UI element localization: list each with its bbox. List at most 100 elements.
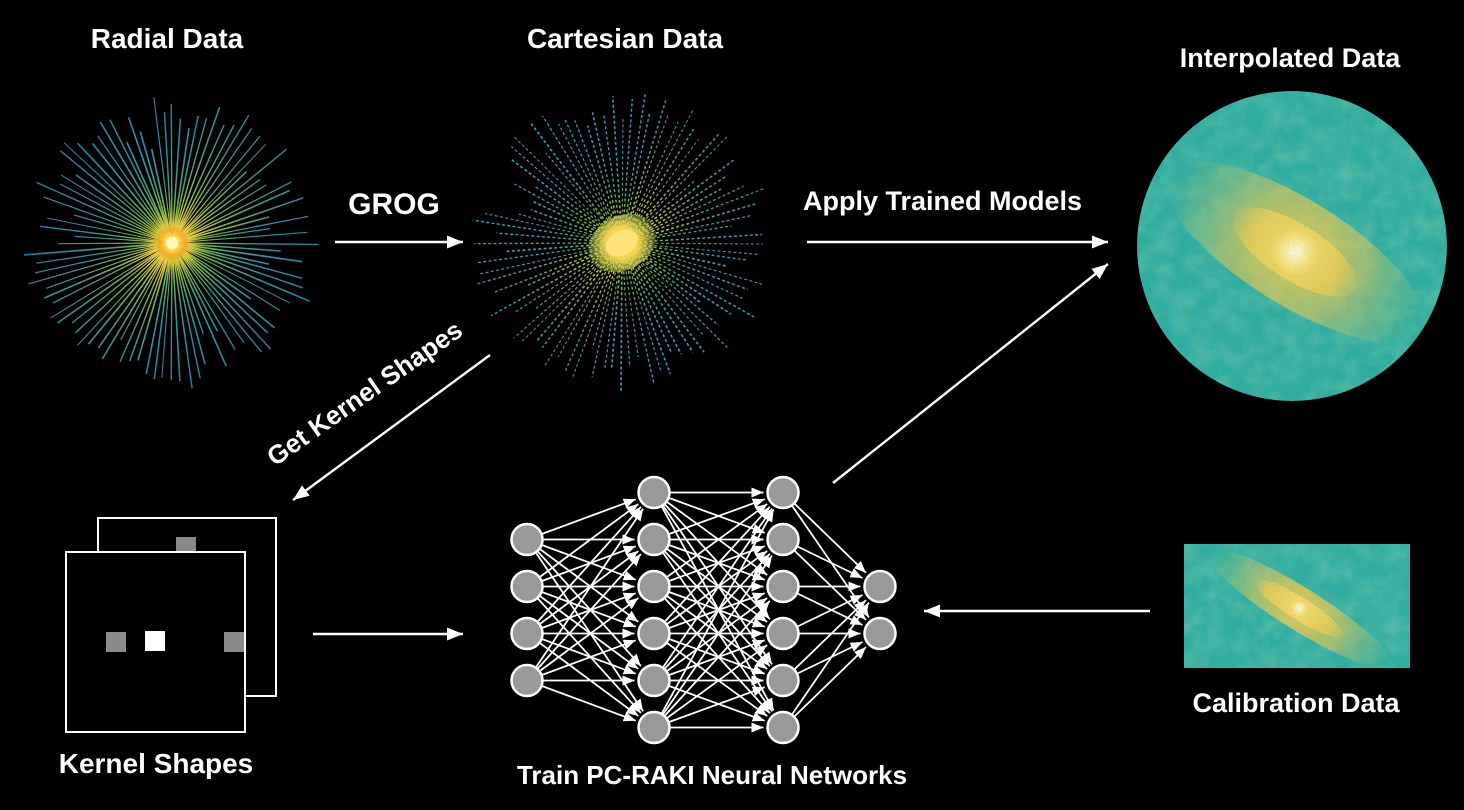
nn-connection — [526, 498, 637, 541]
nn-node-layer3 — [766, 522, 800, 557]
k-space-ray — [97, 252, 166, 349]
nn-node-layer3 — [766, 569, 800, 604]
k-space-ray — [514, 249, 612, 313]
nn-connection — [782, 641, 863, 682]
k-space-ray — [153, 252, 172, 380]
cartesian-data-title: Cartesian Data — [526, 23, 724, 54]
nn-connection — [653, 508, 773, 682]
nn-node-layer2 — [637, 616, 671, 651]
nn-connection — [526, 585, 637, 628]
nn-node-layer3 — [766, 663, 800, 698]
nn-connection — [653, 555, 773, 729]
nn-connection — [526, 508, 644, 682]
k-space-ray — [630, 251, 728, 349]
nn-node-layer4 — [863, 569, 897, 604]
k-space-ray — [620, 255, 623, 393]
k-space-ray — [629, 248, 720, 326]
k-space-ray — [63, 142, 169, 240]
k-space-ray — [172, 249, 193, 389]
nn-connection — [653, 550, 768, 635]
nn-node-layer2 — [637, 569, 671, 604]
nn-connection — [653, 585, 771, 714]
nn-connection — [653, 592, 766, 635]
nn-connection — [526, 538, 644, 712]
nn-connection — [653, 492, 775, 711]
nn-connection — [782, 538, 867, 621]
kernel-shapes-front-square — [65, 551, 246, 733]
k-space-ray — [58, 242, 166, 245]
nn-node-layer1 — [510, 616, 544, 651]
k-space-ray — [177, 246, 252, 300]
k-space-ray — [542, 115, 620, 239]
k-space-ray — [91, 142, 169, 239]
center-blob-core — [605, 229, 639, 257]
k-space-ray — [99, 121, 171, 240]
nn-node-layer3 — [766, 710, 800, 745]
k-space-ray — [513, 136, 619, 241]
k-space-ray — [623, 98, 668, 236]
k-space-ray — [163, 112, 173, 232]
k-space-ray — [119, 248, 171, 362]
k-space-ray — [625, 121, 679, 235]
k-space-ray — [510, 158, 617, 239]
apply-trained-models-label: Apply Trained Models — [802, 186, 1083, 216]
k-space-ray — [626, 245, 732, 315]
k-space-ray — [178, 196, 304, 242]
nn-connection — [653, 538, 771, 667]
k-space-ray — [626, 248, 705, 337]
nn-connection — [653, 639, 766, 682]
nn-node-layer2 — [637, 663, 671, 698]
k-space-ray — [604, 249, 622, 368]
k-space-ray — [73, 214, 165, 242]
k-space-ray — [171, 247, 181, 382]
k-space-ray — [128, 252, 170, 362]
k-space-ray — [176, 189, 290, 242]
nn-connection — [782, 594, 863, 635]
k-space-ray — [182, 231, 308, 243]
nn-connection — [526, 506, 642, 635]
k-space-ray — [177, 216, 270, 243]
k-space-ray — [623, 109, 694, 240]
k-space-ray — [623, 112, 651, 232]
nn-connection — [526, 679, 637, 722]
k-space-ray — [181, 244, 270, 265]
nn-connection — [782, 585, 863, 626]
k-space-ray — [126, 141, 168, 233]
interpolated-data-title: Interpolated Data — [1179, 43, 1401, 73]
k-space-ray — [173, 254, 201, 379]
nn-connection — [653, 491, 766, 534]
train-pcraki-label: Train PC-RAKI Neural Networks — [516, 760, 908, 790]
calibration-data-image — [1184, 544, 1410, 668]
k-space-ray — [625, 250, 682, 355]
k-space-ray — [182, 243, 281, 252]
nn-node-layer1 — [510, 663, 544, 698]
nn-connection — [526, 553, 642, 682]
nn-node-layer4 — [863, 616, 897, 651]
center-blob-core — [166, 237, 178, 249]
k-space-ray — [139, 131, 171, 237]
k-space-ray — [530, 209, 613, 241]
kernel-shapes-label: Kernel Shapes — [58, 748, 254, 779]
k-space-ray — [175, 246, 262, 353]
nn-connection — [653, 585, 768, 670]
nn-connection — [526, 585, 642, 714]
k-space-ray — [177, 143, 267, 238]
nn-connection — [526, 538, 639, 623]
k-space-ray — [621, 250, 631, 368]
k-space-ray — [175, 245, 275, 329]
k-space-ray — [179, 170, 248, 236]
k-space-ray — [496, 232, 614, 243]
k-space-ray — [511, 146, 618, 240]
nn-connection — [653, 506, 771, 635]
k-space-ray — [77, 245, 170, 346]
kernel-cell-white — [145, 631, 165, 651]
k-space-ray — [174, 250, 227, 367]
nn-connection — [653, 686, 766, 729]
k-space-ray — [50, 248, 163, 319]
nn-connection — [526, 597, 639, 682]
k-space-ray — [161, 250, 173, 378]
k-space-ray — [176, 244, 310, 302]
k-space-ray — [101, 249, 169, 360]
calibration-data-label: Calibration Data — [1192, 688, 1400, 718]
